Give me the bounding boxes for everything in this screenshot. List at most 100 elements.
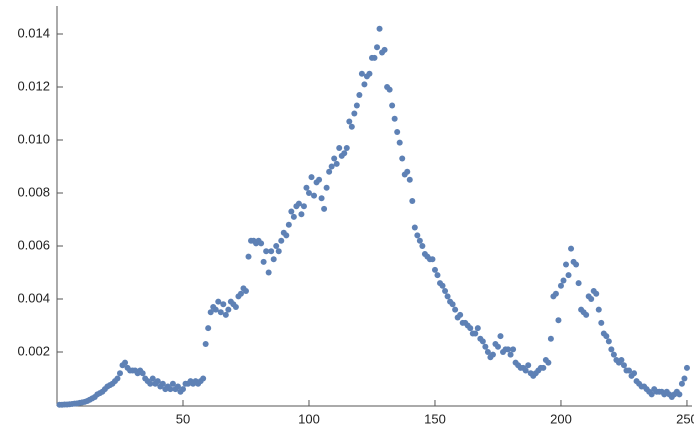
data-point	[270, 256, 277, 263]
data-point	[328, 163, 335, 170]
data-point	[358, 70, 365, 77]
data-point	[285, 221, 292, 228]
data-point	[212, 306, 219, 313]
data-point	[429, 256, 436, 263]
data-point	[371, 54, 378, 61]
data-point	[449, 301, 456, 308]
data-point	[386, 86, 393, 93]
data-point	[399, 155, 406, 162]
data-point	[205, 325, 212, 332]
data-point	[545, 359, 552, 366]
data-point	[275, 248, 282, 255]
data-point	[333, 160, 340, 167]
data-point	[311, 192, 318, 199]
data-point	[573, 261, 580, 268]
data-point	[237, 290, 244, 297]
data-point	[560, 277, 567, 284]
data-point	[265, 269, 272, 276]
data-point	[676, 391, 683, 398]
data-point	[626, 367, 633, 374]
data-point	[298, 211, 305, 218]
data-point	[288, 208, 295, 215]
data-point	[273, 243, 280, 249]
data-point	[268, 248, 275, 255]
data-point	[245, 253, 252, 260]
data-point	[220, 301, 227, 308]
data-point	[331, 155, 338, 162]
data-point	[343, 144, 350, 151]
data-point	[374, 44, 381, 51]
data-point	[467, 325, 474, 332]
data-point	[174, 383, 181, 390]
data-point	[474, 325, 481, 332]
data-point	[678, 380, 685, 387]
data-point	[179, 386, 186, 393]
data-point	[318, 195, 325, 202]
x-tick-label: 200	[550, 411, 572, 426]
data-point	[323, 184, 330, 191]
data-point	[452, 306, 459, 313]
data-point	[593, 290, 600, 297]
data-point	[290, 213, 297, 220]
data-point	[394, 129, 401, 136]
data-point	[555, 317, 562, 324]
data-point	[610, 351, 617, 358]
data-point	[442, 288, 449, 295]
data-point	[683, 364, 690, 371]
data-point	[411, 224, 418, 231]
x-tick-label: 100	[298, 411, 320, 426]
data-point	[406, 176, 413, 183]
y-tick-label: 0.014	[17, 25, 50, 40]
data-point	[404, 168, 411, 175]
data-point	[618, 356, 625, 363]
data-point	[149, 375, 156, 382]
data-point	[159, 380, 166, 387]
data-point	[575, 280, 582, 287]
y-tick-label: 0.010	[17, 131, 50, 146]
data-point	[409, 197, 416, 204]
data-point	[222, 311, 229, 318]
y-tick-label: 0.004	[17, 290, 50, 305]
data-point	[116, 370, 123, 377]
data-point	[202, 341, 209, 348]
data-point	[540, 364, 547, 371]
y-tick-label: 0.012	[17, 78, 50, 93]
data-point	[381, 46, 388, 53]
data-point	[305, 190, 312, 196]
data-point	[565, 272, 572, 279]
data-point	[482, 343, 489, 350]
y-tick-label: 0.006	[17, 237, 50, 252]
data-point	[510, 346, 517, 353]
data-point	[457, 311, 464, 318]
data-point	[472, 330, 479, 337]
y-tick-label: 0.008	[17, 184, 50, 199]
data-point	[588, 296, 595, 302]
data-point	[389, 102, 396, 109]
data-point	[258, 240, 265, 247]
data-point	[361, 81, 368, 88]
data-point	[416, 237, 423, 244]
data-point	[557, 282, 564, 289]
data-point	[439, 282, 446, 289]
data-point	[507, 351, 514, 358]
data-point	[348, 123, 355, 130]
data-point	[169, 380, 176, 387]
data-point	[583, 311, 590, 318]
data-point	[114, 375, 121, 382]
data-point	[563, 261, 570, 268]
x-tick-label: 150	[424, 411, 446, 426]
data-point	[217, 309, 224, 316]
data-point	[215, 298, 222, 305]
data-point	[167, 386, 174, 393]
data-point	[346, 118, 353, 125]
data-point	[207, 309, 214, 316]
data-point	[414, 232, 421, 239]
x-tick-label: 250	[676, 411, 694, 426]
x-tick-label: 50	[176, 411, 190, 426]
data-point	[489, 351, 496, 358]
data-point	[419, 243, 426, 249]
data-point	[479, 338, 486, 345]
data-point	[522, 367, 529, 374]
data-point	[598, 319, 605, 326]
